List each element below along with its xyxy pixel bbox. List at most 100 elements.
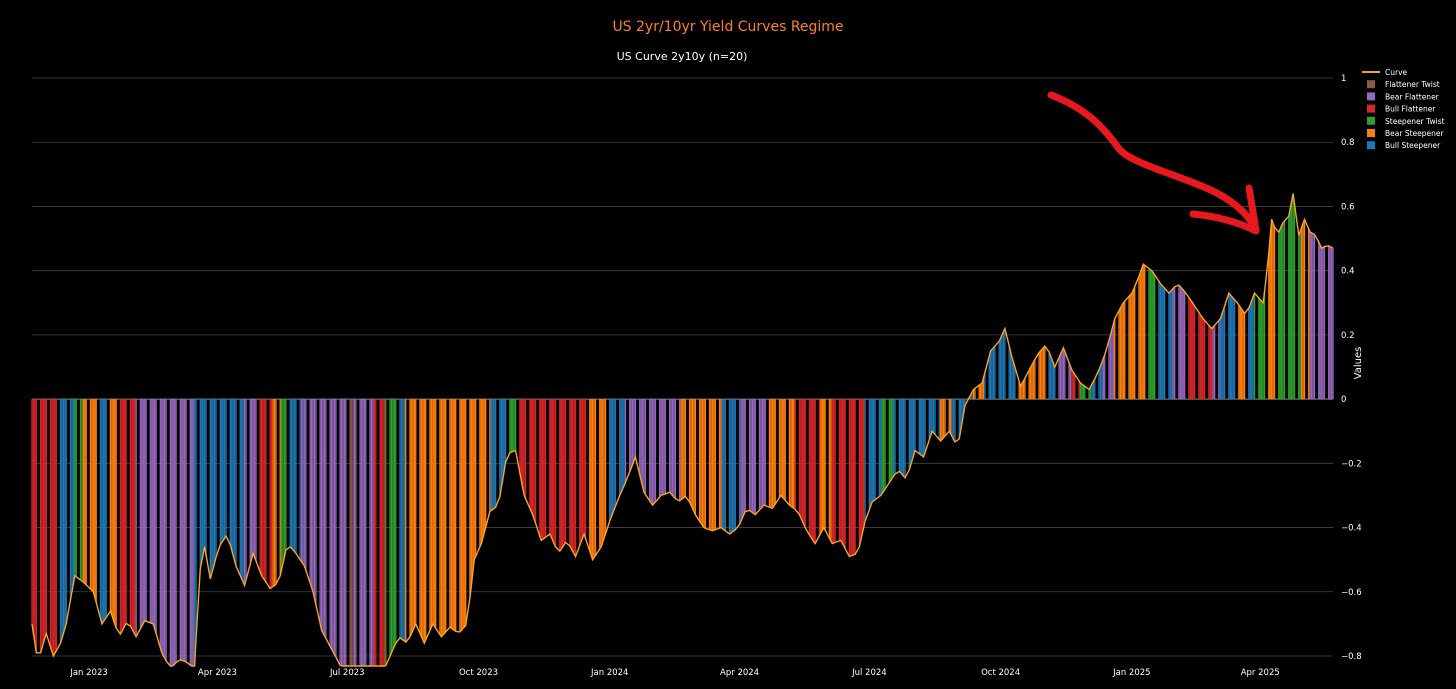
regime-bar	[1242, 311, 1244, 400]
regime-bar	[744, 399, 746, 512]
regime-bar	[513, 399, 515, 452]
regime-bar	[350, 399, 353, 666]
regime-bar	[1199, 314, 1202, 400]
regime-bar	[1019, 386, 1022, 400]
legend-label: Bull Steepener	[1385, 141, 1441, 150]
regime-bar	[1302, 223, 1304, 400]
regime-bar	[199, 399, 202, 569]
x-tick-label: Oct 2024	[981, 668, 1020, 678]
regime-bar	[523, 399, 525, 496]
regime-bar	[964, 399, 966, 406]
regime-bar	[1279, 228, 1281, 400]
regime-bar	[1209, 326, 1211, 400]
regime-bar	[1051, 359, 1053, 400]
regime-bar	[1270, 219, 1273, 400]
regime-bar	[932, 399, 935, 433]
legend-label: Bull Flattener	[1385, 105, 1436, 114]
regime-bar	[814, 399, 816, 544]
regime-bar	[302, 399, 304, 564]
legend-item[interactable]: Steepener Twist	[1367, 116, 1445, 126]
regime-bar	[1272, 223, 1274, 400]
legend-swatch	[1367, 80, 1375, 89]
regime-bar	[349, 399, 351, 666]
regime-bar	[774, 399, 776, 505]
regime-bar	[1149, 269, 1152, 400]
regime-bar	[1310, 232, 1313, 400]
regime-bar	[643, 399, 645, 493]
regime-bar	[718, 399, 721, 529]
regime-bar	[410, 399, 413, 634]
legend-item[interactable]: Bear Flattener	[1367, 92, 1440, 101]
regime-bar	[253, 399, 256, 557]
regime-bar	[1273, 227, 1276, 400]
regime-bar	[1172, 288, 1174, 400]
legend-item[interactable]: Bull Flattener	[1367, 104, 1436, 114]
regime-bar	[600, 399, 602, 547]
regime-bar	[1161, 285, 1163, 400]
regime-bar	[1004, 328, 1006, 400]
regime-bar	[112, 399, 114, 620]
regime-bar	[708, 399, 711, 530]
regime-bar	[242, 399, 244, 583]
regime-bar	[604, 399, 607, 534]
regime-bar	[1082, 385, 1085, 400]
regime-bar	[780, 399, 782, 496]
regime-bar	[1119, 308, 1122, 400]
regime-bar	[783, 399, 785, 499]
regime-bar	[1064, 351, 1066, 400]
regime-bar	[203, 399, 206, 547]
regime-bar	[543, 399, 545, 539]
regime-bar	[703, 399, 705, 528]
regime-bar	[1318, 241, 1320, 400]
regime-bar	[379, 399, 381, 666]
legend[interactable]: Curve Flattener Twist Bear Flattener Bull F…	[1362, 68, 1445, 150]
regime-bar	[263, 399, 266, 581]
regime-bar	[1221, 314, 1223, 400]
regime-bar	[474, 399, 477, 557]
regime-bar	[365, 399, 367, 666]
legend-item[interactable]: Curve	[1362, 68, 1408, 77]
regime-bar	[529, 399, 531, 509]
regime-bar	[469, 399, 471, 599]
regime-bar	[654, 399, 657, 502]
regime-bar	[1111, 329, 1113, 400]
regime-bar	[1029, 367, 1032, 400]
regime-bar	[603, 399, 605, 539]
regime-bar	[292, 399, 294, 551]
regime-bar	[31, 399, 33, 624]
legend-item[interactable]: Flattener Twist	[1367, 80, 1440, 89]
regime-bar	[1158, 281, 1160, 400]
regime-bar	[192, 399, 194, 666]
regime-bar	[544, 399, 547, 538]
regime-bar	[639, 399, 641, 475]
regime-bar	[482, 399, 484, 539]
regime-bar	[1248, 308, 1250, 400]
regime-bar	[1098, 369, 1100, 400]
regime-bar	[1329, 246, 1331, 400]
regime-bar	[139, 399, 142, 629]
regime-bar	[914, 399, 916, 451]
regime-bar	[1201, 316, 1203, 400]
regime-bar	[649, 399, 651, 501]
regime-bar	[179, 399, 182, 660]
legend-item[interactable]: Bull Steepener	[1367, 141, 1441, 150]
regime-bar	[631, 399, 634, 465]
regime-bar	[191, 399, 193, 666]
regime-bar	[1202, 318, 1204, 400]
regime-bar	[1089, 386, 1092, 400]
regime-bar	[610, 399, 612, 518]
regime-bar	[1289, 208, 1291, 400]
x-tick-label: Jan 2023	[69, 668, 107, 678]
regime-bar	[862, 399, 865, 528]
regime-bar	[1239, 307, 1241, 400]
regime-bar	[870, 399, 872, 506]
legend-item[interactable]: Bear Steepener	[1367, 129, 1444, 138]
regime-bar	[1142, 264, 1144, 400]
regime-bar	[54, 399, 56, 654]
regime-bar	[510, 399, 512, 453]
regime-bar	[233, 399, 236, 561]
regime-bar	[1328, 245, 1330, 400]
y-tick-label: 0.4	[1341, 267, 1355, 277]
regime-bar	[892, 399, 895, 477]
